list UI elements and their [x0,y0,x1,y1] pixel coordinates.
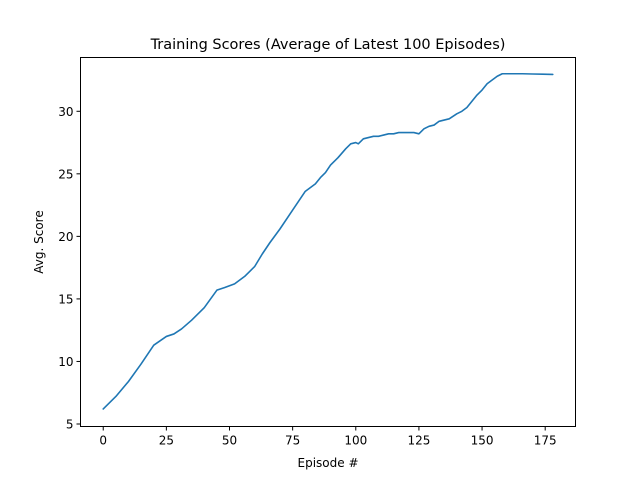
x-axis-label: Episode # [298,456,359,470]
y-tick-label: 5 [66,417,74,431]
y-tick-label: 15 [58,292,73,306]
chart-title: Training Scores (Average of Latest 100 E… [150,37,506,53]
x-tick-label: 175 [534,434,557,448]
x-tick-label: 125 [407,434,430,448]
y-tick-label: 30 [58,105,73,119]
y-axis-label: Avg. Score [32,210,46,273]
x-axis: 0 25 50 75 100 125 150 175 [99,426,557,448]
y-tick-label: 25 [58,167,73,181]
y-tick-label: 10 [58,355,73,369]
x-tick-label: 0 [99,434,107,448]
x-tick-label: 75 [285,434,300,448]
plot-area [80,57,576,427]
plot-frame [80,57,576,427]
x-tick-label: 100 [344,434,367,448]
y-axis: 5 10 15 20 25 30 [58,105,81,431]
y-tick-label: 20 [58,230,73,244]
series-line [102,72,554,410]
x-tick-label: 25 [159,434,174,448]
x-tick-label: 150 [471,434,494,448]
x-tick-label: 50 [222,434,237,448]
series-layer [102,72,554,410]
